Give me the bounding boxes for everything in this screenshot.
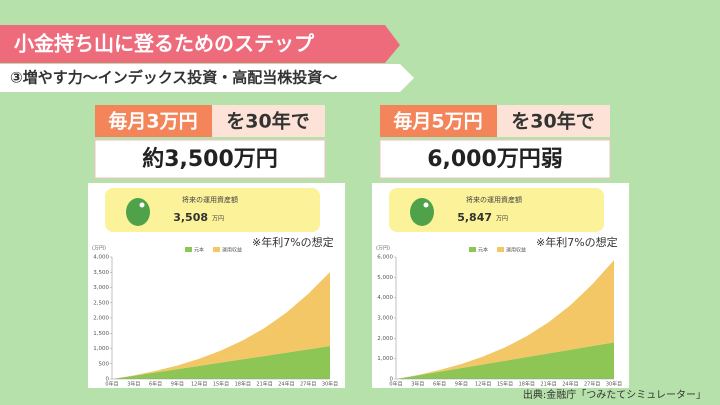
x-tick-label: 18年目 [519, 381, 535, 388]
y-tick-label: 3,500 [93, 270, 109, 276]
y-tick-label: 0 [106, 377, 110, 383]
legend-label: 元本 [194, 247, 204, 254]
x-tick-label: 18年目 [235, 381, 251, 388]
annotation: ※年利7%の想定 [536, 235, 618, 249]
summary-box [105, 188, 320, 232]
y-tick-label: 5,000 [377, 275, 393, 281]
legend-swatch [185, 247, 192, 252]
x-tick-label: 9年目 [455, 381, 468, 388]
y-tick-label: 1,000 [93, 346, 109, 352]
y-tick-label: 2,500 [93, 300, 109, 306]
source: 出典:金融庁「つみたてシミュレーター」 [523, 388, 706, 401]
title-banner [0, 25, 400, 63]
x-tick-label: 27年目 [584, 381, 600, 388]
summary-title: 将来の運用資産額 [182, 195, 238, 204]
y-unit: (万円) [92, 246, 106, 252]
highlight-text: 毎月3万円 [108, 110, 197, 133]
subtitle-banner [0, 64, 414, 92]
mascot-eye [139, 202, 145, 208]
result-box [94, 139, 326, 179]
result-text: 6,000万円弱 [427, 147, 563, 172]
mascot [126, 198, 150, 226]
x-tick-label: 30年目 [322, 381, 338, 388]
summary-unit: 万円 [212, 216, 224, 223]
y-tick-label: 2,000 [93, 316, 109, 322]
headline-box [212, 105, 325, 137]
summary-value: 3,508 [173, 211, 208, 224]
mascot-eye [423, 202, 429, 208]
x-tick-label: 6年目 [433, 381, 446, 388]
annotation: ※年利7%の想定 [252, 235, 334, 249]
y-tick-label: 2,000 [377, 336, 393, 342]
x-tick-label: 27年目 [300, 381, 316, 388]
x-tick-label: 3年目 [127, 381, 140, 388]
y-tick-label: 3,000 [377, 316, 393, 322]
summary-title: 将来の運用資産額 [466, 195, 522, 204]
headline-text: を30年で [226, 110, 309, 133]
x-tick-label: 15年目 [213, 381, 229, 388]
title: 小金持ち山に登るためのステップ [14, 32, 315, 56]
x-tick-label: 24年目 [562, 381, 578, 388]
x-tick-label: 0年目 [389, 381, 402, 388]
area [112, 272, 330, 379]
y-tick-label: 0 [390, 377, 394, 383]
x-tick-label: 12年目 [191, 381, 207, 388]
highlight-box [380, 105, 497, 137]
x-tick-label: 21年目 [540, 381, 556, 388]
mascot [410, 198, 434, 226]
headline-text: を30年で [511, 110, 594, 133]
y-tick-label: 3,000 [93, 285, 109, 291]
highlight-box [95, 105, 212, 137]
y-unit: (万円) [376, 246, 390, 252]
subtitle: ③増やす力〜インデックス投資・高配当株投資〜 [10, 69, 337, 87]
x-tick-label: 15年目 [497, 381, 513, 388]
y-tick-label: 500 [99, 361, 110, 367]
x-tick-label: 21年目 [256, 381, 272, 388]
legend-label: 運用収益 [506, 247, 526, 254]
x-tick-label: 9年目 [171, 381, 184, 388]
area [396, 260, 614, 379]
legend-swatch [469, 247, 476, 252]
y-tick-label: 1,000 [377, 356, 393, 362]
legend-swatch [497, 247, 504, 252]
summary-box [389, 188, 604, 232]
legend-label: 運用収益 [222, 247, 242, 254]
x-tick-label: 24年目 [278, 381, 294, 388]
summary-value: 5,847 [457, 211, 492, 224]
y-tick-label: 6,000 [377, 255, 393, 261]
y-tick-label: 4,000 [377, 295, 393, 301]
x-tick-label: 12年目 [475, 381, 491, 388]
x-tick-label: 30年目 [606, 381, 622, 388]
highlight-text: 毎月5万円 [393, 110, 482, 133]
x-tick-label: 0年目 [105, 381, 118, 388]
y-tick-label: 1,500 [93, 331, 109, 337]
legend-swatch [213, 247, 220, 252]
x-tick-label: 3年目 [411, 381, 424, 388]
headline-box [497, 105, 610, 137]
legend-label: 元本 [478, 247, 488, 254]
y-tick-label: 4,000 [93, 255, 109, 261]
result-text: 約3,500万円 [142, 146, 278, 172]
result-box [379, 139, 611, 179]
x-tick-label: 6年目 [149, 381, 162, 388]
summary-unit: 万円 [496, 216, 508, 223]
